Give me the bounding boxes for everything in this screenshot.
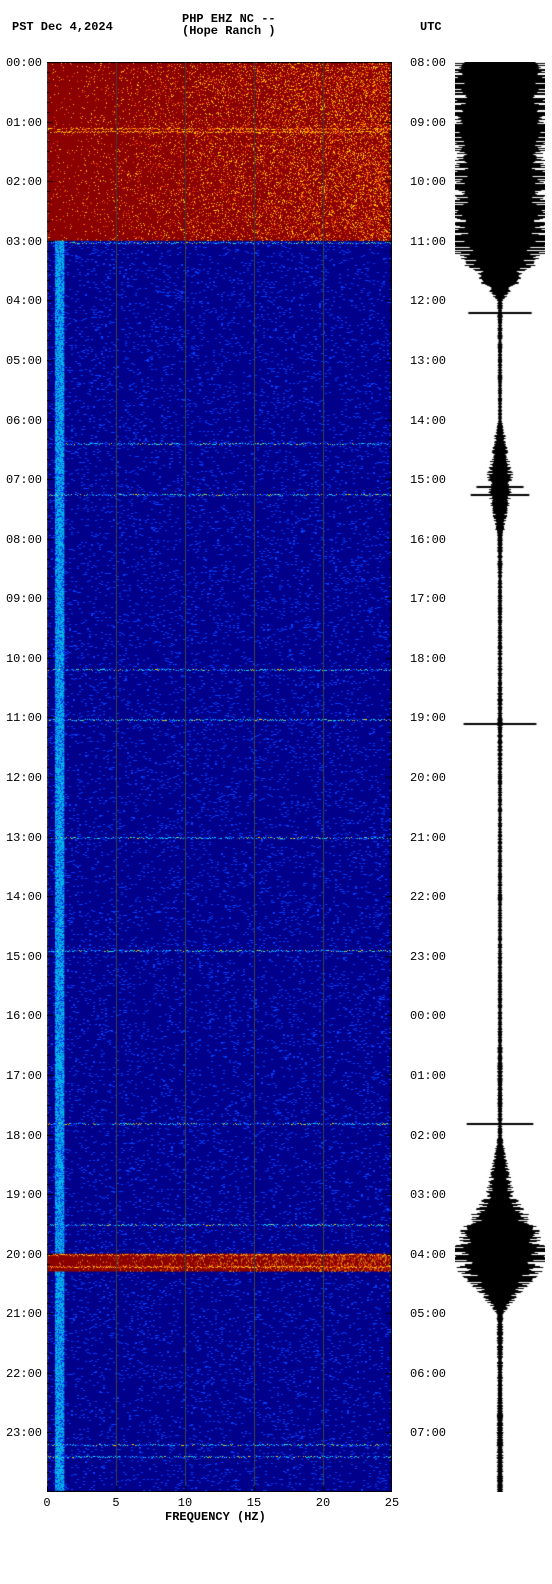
ytick-right: 14:00 bbox=[410, 414, 455, 428]
ytick-left: 07:00 bbox=[2, 473, 42, 487]
xtick: 5 bbox=[101, 1496, 131, 1510]
ytick-right: 08:00 bbox=[410, 56, 455, 70]
ytick-right: 04:00 bbox=[410, 1248, 455, 1262]
ytick-left: 18:00 bbox=[2, 1129, 42, 1143]
ytick-right: 17:00 bbox=[410, 592, 455, 606]
ytick-right: 12:00 bbox=[410, 294, 455, 308]
ytick-right: 09:00 bbox=[410, 116, 455, 130]
ytick-left: 02:00 bbox=[2, 175, 42, 189]
ytick-left: 20:00 bbox=[2, 1248, 42, 1262]
ytick-left: 01:00 bbox=[2, 116, 42, 130]
ytick-left: 17:00 bbox=[2, 1069, 42, 1083]
ytick-left: 03:00 bbox=[2, 235, 42, 249]
ytick-right: 03:00 bbox=[410, 1188, 455, 1202]
ytick-left: 14:00 bbox=[2, 890, 42, 904]
xtick: 15 bbox=[239, 1496, 269, 1510]
ytick-right: 18:00 bbox=[410, 652, 455, 666]
ytick-right: 00:00 bbox=[410, 1009, 455, 1023]
x-axis-label: FREQUENCY (HZ) bbox=[165, 1510, 266, 1524]
ytick-right: 22:00 bbox=[410, 890, 455, 904]
timezone-right: UTC bbox=[420, 20, 442, 34]
ytick-right: 15:00 bbox=[410, 473, 455, 487]
ytick-right: 01:00 bbox=[410, 1069, 455, 1083]
ytick-left: 06:00 bbox=[2, 414, 42, 428]
ytick-right: 02:00 bbox=[410, 1129, 455, 1143]
ytick-left: 00:00 bbox=[2, 56, 42, 70]
ytick-right: 21:00 bbox=[410, 831, 455, 845]
xtick: 25 bbox=[377, 1496, 407, 1510]
station-line2: (Hope Ranch ) bbox=[182, 24, 276, 38]
ytick-right: 05:00 bbox=[410, 1307, 455, 1321]
ytick-right: 11:00 bbox=[410, 235, 455, 249]
ytick-left: 16:00 bbox=[2, 1009, 42, 1023]
ytick-left: 15:00 bbox=[2, 950, 42, 964]
timezone-left: PST Dec 4,2024 bbox=[12, 20, 113, 34]
ytick-right: 07:00 bbox=[410, 1426, 455, 1440]
ytick-left: 23:00 bbox=[2, 1426, 42, 1440]
xtick: 10 bbox=[170, 1496, 200, 1510]
ytick-left: 13:00 bbox=[2, 831, 42, 845]
ytick-right: 13:00 bbox=[410, 354, 455, 368]
ytick-left: 12:00 bbox=[2, 771, 42, 785]
ytick-right: 16:00 bbox=[410, 533, 455, 547]
ytick-left: 21:00 bbox=[2, 1307, 42, 1321]
ytick-right: 10:00 bbox=[410, 175, 455, 189]
ytick-right: 20:00 bbox=[410, 771, 455, 785]
ytick-right: 06:00 bbox=[410, 1367, 455, 1381]
ytick-left: 05:00 bbox=[2, 354, 42, 368]
xtick: 0 bbox=[32, 1496, 62, 1510]
ytick-left: 10:00 bbox=[2, 652, 42, 666]
xtick: 20 bbox=[308, 1496, 338, 1510]
ytick-right: 23:00 bbox=[410, 950, 455, 964]
seismogram-trace bbox=[455, 62, 545, 1492]
ytick-left: 22:00 bbox=[2, 1367, 42, 1381]
ytick-left: 11:00 bbox=[2, 711, 42, 725]
ytick-left: 04:00 bbox=[2, 294, 42, 308]
ytick-right: 19:00 bbox=[410, 711, 455, 725]
ytick-left: 09:00 bbox=[2, 592, 42, 606]
spectrogram-plot bbox=[47, 62, 392, 1492]
ytick-left: 08:00 bbox=[2, 533, 42, 547]
ytick-left: 19:00 bbox=[2, 1188, 42, 1202]
